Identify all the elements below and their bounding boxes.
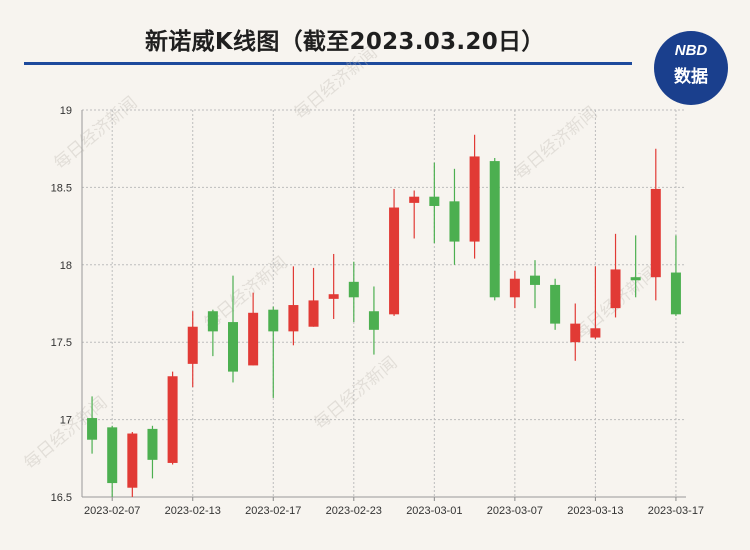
candle-body xyxy=(449,201,460,242)
nbd-logo: NBD 数据 xyxy=(654,31,728,105)
candle-body xyxy=(107,427,118,484)
watermark-text: 每日经济新闻 xyxy=(310,353,401,434)
y-tick-label: 18 xyxy=(60,260,72,272)
x-tick-label: 2023-03-17 xyxy=(648,505,704,517)
logo-text-data: 数据 xyxy=(674,67,708,87)
candle-body xyxy=(308,300,319,327)
candle-body xyxy=(368,311,379,330)
candle-body xyxy=(288,305,299,332)
candle-body xyxy=(187,326,198,364)
candle-body xyxy=(670,272,681,315)
x-tick-label: 2023-03-07 xyxy=(487,505,543,517)
candle-body xyxy=(630,277,641,281)
candle-body xyxy=(268,309,279,332)
candle-body xyxy=(509,278,520,298)
title-underline xyxy=(24,62,632,65)
y-tick-label: 19 xyxy=(60,105,72,117)
candle-body xyxy=(167,376,178,463)
candle-body xyxy=(530,275,540,285)
candle-body xyxy=(87,418,98,440)
chart-title: 新诺威K线图（截至2023.03.20日） xyxy=(145,29,545,55)
x-tick-label: 2023-03-01 xyxy=(406,505,462,517)
candle-body xyxy=(248,312,259,366)
watermark-text: 每日经济新闻 xyxy=(290,43,381,124)
candle-body xyxy=(550,284,561,324)
candle-body xyxy=(650,188,661,278)
watermark-text: 每日经济新闻 xyxy=(20,393,111,474)
candle-body xyxy=(489,161,500,298)
candle-body xyxy=(610,269,621,309)
candle-body xyxy=(409,196,420,203)
candle-body xyxy=(570,323,581,343)
candle-body xyxy=(207,311,218,332)
logo-text-nbd: NBD xyxy=(674,42,708,59)
y-tick-label: 16.5 xyxy=(51,492,72,504)
watermark-text: 每日经济新闻 xyxy=(510,103,601,184)
y-tick-label: 18.5 xyxy=(51,182,72,194)
candle-body xyxy=(590,328,601,338)
y-tick-label: 17 xyxy=(60,415,72,427)
y-tick-label: 17.5 xyxy=(51,337,72,349)
candle-body xyxy=(389,207,400,315)
candle-body xyxy=(328,294,339,299)
x-tick-label: 2023-02-07 xyxy=(84,505,140,517)
x-tick-label: 2023-02-23 xyxy=(326,505,382,517)
candle-body xyxy=(147,428,158,460)
candle-body xyxy=(348,281,359,298)
x-tick-label: 2023-02-17 xyxy=(245,505,301,517)
candle-body xyxy=(127,433,138,488)
candle-body xyxy=(228,322,238,372)
x-tick-label: 2023-02-13 xyxy=(165,505,221,517)
candle-body xyxy=(429,196,440,206)
x-tick-label: 2023-03-13 xyxy=(567,505,623,517)
candle-body xyxy=(469,156,480,242)
